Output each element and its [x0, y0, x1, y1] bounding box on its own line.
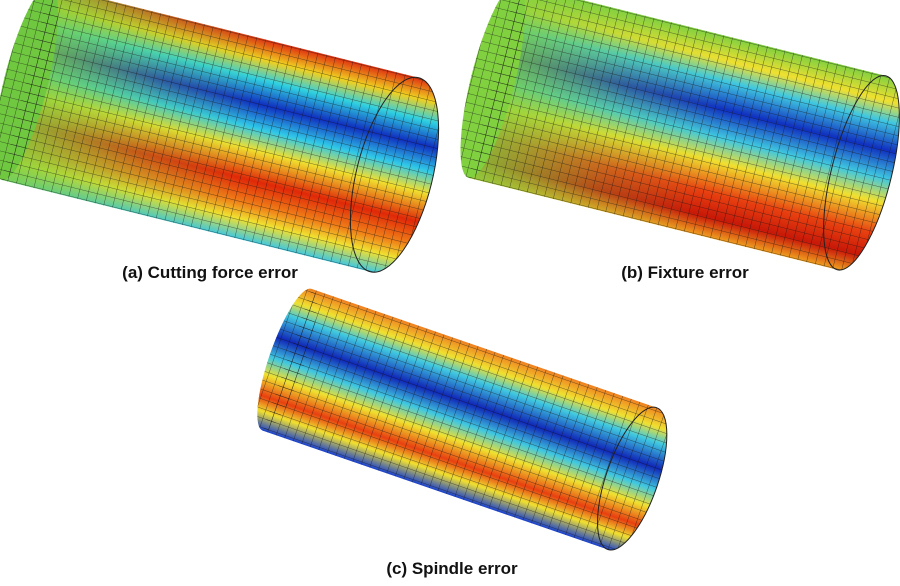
caption: (a) Cutting force error: [122, 263, 298, 282]
caption: (b) Fixture error: [621, 263, 749, 282]
cylinder-b: [460, 0, 900, 271]
caption: (c) Spindle error: [386, 559, 518, 578]
cylinder-c: [257, 288, 668, 551]
cylinder-a: [0, 0, 440, 273]
